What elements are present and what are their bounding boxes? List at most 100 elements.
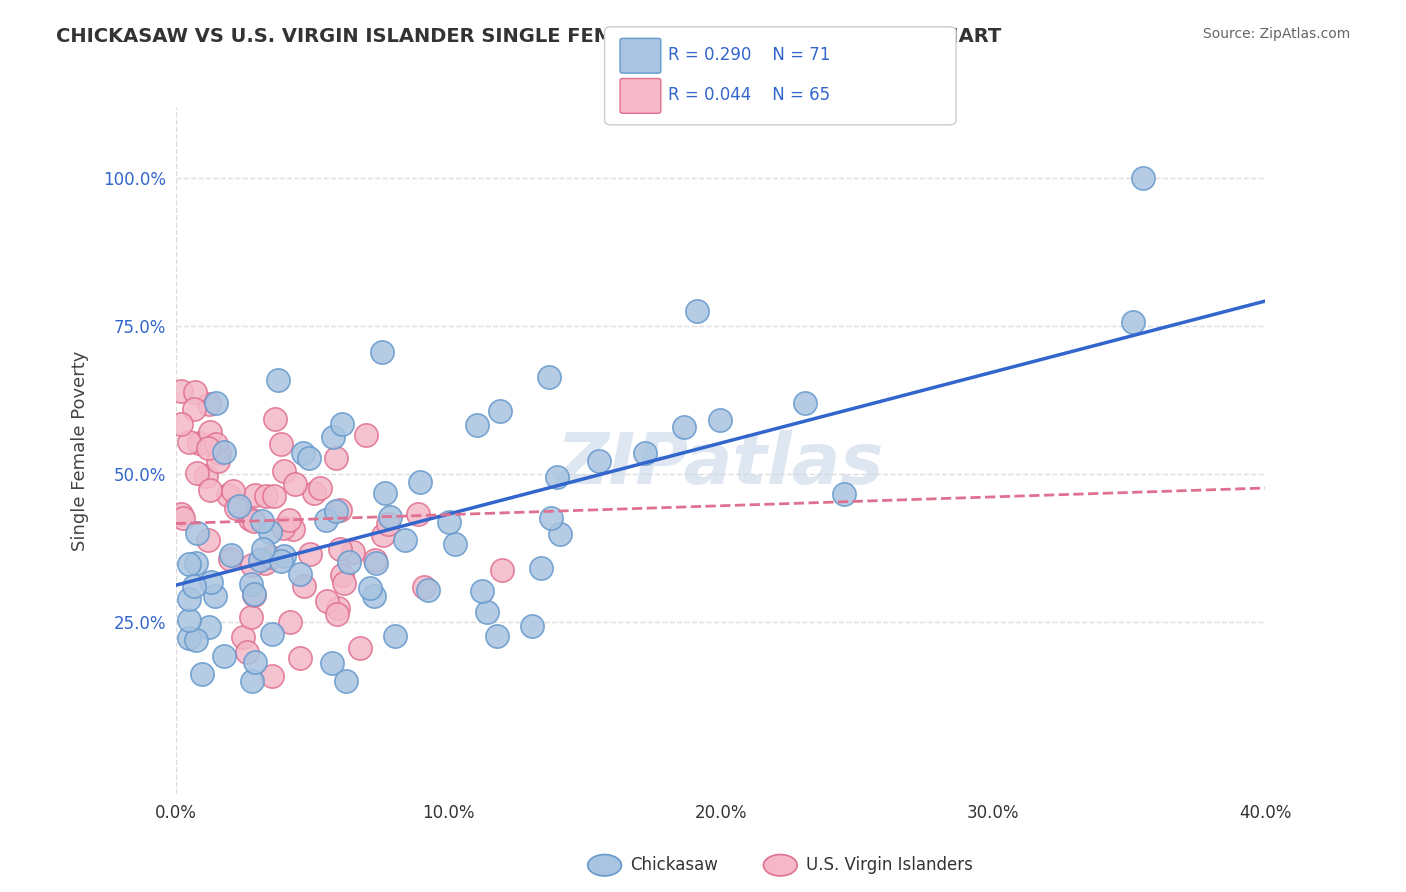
Point [488,404,510,418]
Point [329,503,352,517]
Point [342,545,364,559]
Point [254,490,277,504]
Point [297,450,319,465]
Circle shape [588,855,621,876]
Point [198,483,221,498]
Point [363,589,385,603]
Point [416,582,439,597]
Point [471,583,494,598]
Text: ZIPatlas: ZIPatlas [557,430,884,499]
Point [207,453,229,467]
Point [1122,315,1144,329]
Point [477,605,499,619]
Point [270,554,292,568]
Point [263,490,285,504]
Point [380,509,402,524]
Point [709,413,731,427]
Point [406,507,429,521]
Point [212,649,235,664]
Point [200,425,222,439]
Point [205,437,228,451]
Point [170,417,193,431]
Point [1132,171,1154,186]
Point [183,579,205,593]
Point [530,561,553,575]
Point [686,304,709,318]
Point [588,454,610,468]
Point [222,483,245,498]
Point [374,485,396,500]
Point [179,434,201,449]
Point [491,563,513,577]
Point [322,430,344,444]
Point [486,630,509,644]
Point [537,369,560,384]
Point [316,593,339,607]
Point [184,556,207,570]
Point [243,514,266,528]
Point [271,521,294,535]
Point [377,516,399,531]
Text: R = 0.044    N = 65: R = 0.044 N = 65 [668,87,830,104]
Point [172,510,194,524]
Point [249,553,271,567]
Point [793,395,815,409]
Point [281,522,304,536]
Point [349,640,371,655]
Point [273,464,295,478]
Point [328,601,350,615]
Point [186,633,208,648]
Point [325,504,347,518]
Point [198,397,221,411]
Point [239,610,262,624]
Point [197,441,219,455]
Point [242,587,264,601]
Point [302,485,325,500]
Point [236,645,259,659]
Point [309,481,332,495]
Point [278,513,301,527]
Point [364,553,387,567]
Point [212,444,235,458]
Point [371,345,394,359]
Point [335,673,357,688]
Point [179,631,201,645]
Point [333,575,356,590]
Point [184,385,207,400]
Point [205,396,228,410]
Point [325,607,347,621]
Point [288,566,311,581]
Point [291,446,314,460]
Point [217,488,239,502]
Point [280,615,302,630]
Point [253,556,276,570]
Point [832,486,855,500]
Point [413,580,436,594]
Point [245,488,267,502]
Point [672,420,695,434]
Point [191,666,214,681]
Point [239,577,262,591]
Point [204,589,226,603]
Point [183,402,205,417]
Point [329,541,352,556]
Text: Source: ZipAtlas.com: Source: ZipAtlas.com [1202,27,1350,41]
Point [409,475,432,489]
Point [634,446,657,460]
Point [284,476,307,491]
Point [219,551,242,566]
Point [465,418,488,433]
Point [194,468,217,483]
Point [225,500,247,515]
Point [186,525,208,540]
Point [240,558,263,573]
Point [197,533,219,548]
Point [243,655,266,669]
Point [359,581,381,595]
Point [315,513,337,527]
Point [208,446,231,460]
Point [170,507,193,521]
Point [232,630,254,644]
Point [239,512,262,526]
Point [260,550,283,565]
